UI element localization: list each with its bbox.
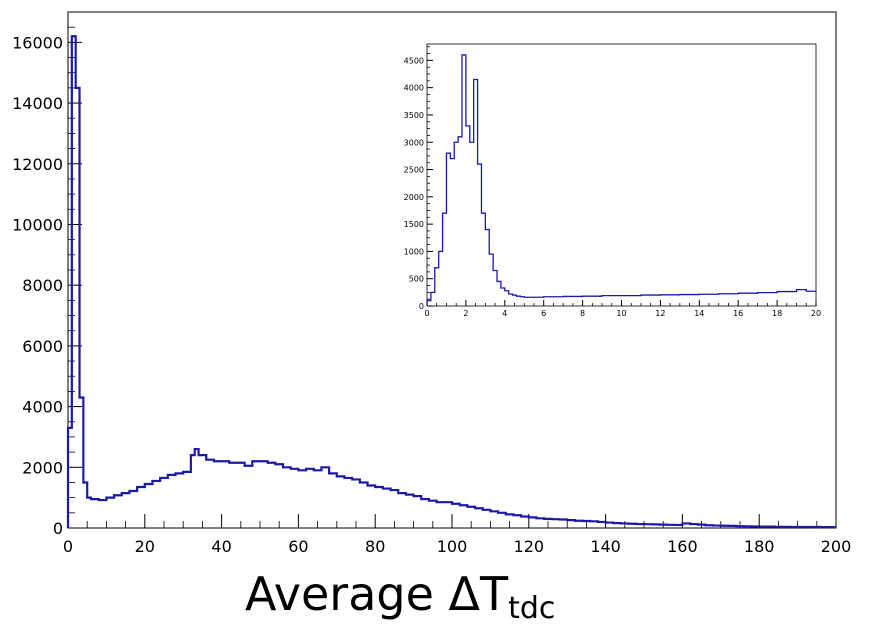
y-tick-label: 1500 [404,220,424,229]
x-tick-label: 180 [744,537,775,556]
main-axis-ticks [67,26,837,529]
x-tick-label: 200 [821,537,852,556]
inset-axis-ticks [426,46,817,307]
x-tick-label: 100 [437,537,468,556]
x-tick-label: 8 [580,309,585,318]
x-tick-label: 20 [135,537,155,556]
x-tick-label: 0 [63,537,73,556]
main-histogram-layer [66,35,836,529]
y-tick-label: 1000 [404,247,424,256]
y-tick-label: 3000 [404,138,424,147]
y-tick-label: 4000 [404,84,424,93]
inset-histogram-series-0 [426,54,817,306]
y-tick-label: 4000 [22,398,63,417]
x-tick-label: 60 [288,537,308,556]
y-tick-label: 16000 [12,33,63,52]
x-tick-label: 18 [772,309,782,318]
y-tick-label: 2000 [404,193,424,202]
x-tick-label: 6 [541,309,546,318]
x-tick-label: 160 [667,537,698,556]
x-tick-label: 10 [616,309,626,318]
y-tick-label: 0 [53,519,63,538]
x-tick-label: 4 [502,309,507,318]
x-axis-label-main: Average ΔT [245,567,509,621]
x-tick-label: 80 [365,537,385,556]
x-tick-label: 20 [811,309,821,318]
x-tick-label: 120 [514,537,545,556]
y-tick-label: 0 [419,302,424,311]
y-tick-label: 2000 [22,458,63,477]
inset-histogram-layer [426,54,817,306]
y-tick-label: 3500 [404,111,424,120]
inset-plot-background [427,44,816,306]
y-tick-label: 500 [409,275,424,284]
y-tick-label: 12000 [12,155,63,174]
x-tick-label: 14 [694,309,704,318]
x-axis-label-subscript: tdc [508,591,555,626]
y-tick-label: 6000 [22,337,63,356]
x-tick-label: 12 [655,309,665,318]
x-tick-label: 0 [424,309,429,318]
x-tick-label: 40 [211,537,231,556]
y-tick-label: 10000 [12,215,63,234]
main-axis-tick-labels: 0 20 40 60 80 100 120 140 160 180 2000200040006000… [12,33,851,556]
y-tick-label: 14000 [12,94,63,113]
y-tick-label: 8000 [22,276,63,295]
y-tick-label: 2500 [404,166,424,175]
y-tick-label: 4500 [404,56,424,65]
x-axis-label: Average ΔTtdc [245,567,555,626]
x-tick-label: 2 [463,309,468,318]
main-histogram-series-0 [66,35,836,529]
inset-axis-tick-labels: 0 2 4 6 8 10 12 14 16 18 20 0 500 1000 1500 2000 2500 300… [404,56,821,318]
x-tick-label: 140 [590,537,621,556]
x-tick-label: 16 [733,309,743,318]
